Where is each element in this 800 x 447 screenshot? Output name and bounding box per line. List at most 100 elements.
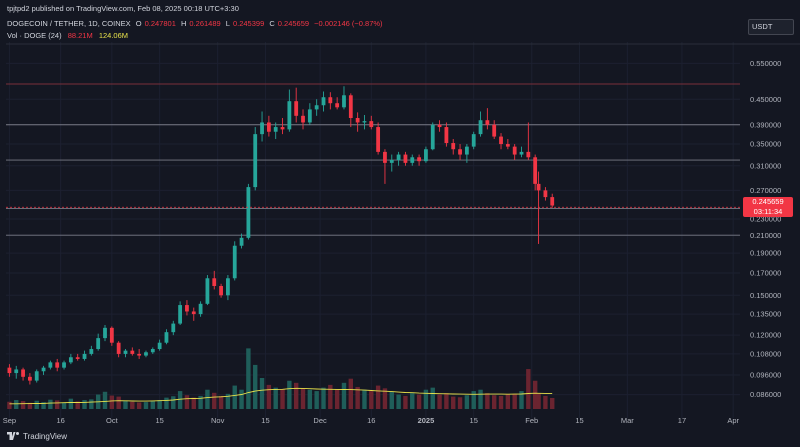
candle-body-27: [191, 311, 196, 315]
volume-bar-45: [314, 391, 319, 409]
candle-body-48: [335, 103, 340, 108]
candle-body-7: [55, 362, 60, 368]
volume-bar-35: [246, 348, 251, 409]
candle-12: [89, 345, 94, 356]
price-tick-15: 0.086000: [750, 390, 781, 399]
candle-68: [471, 131, 476, 150]
candle-34: [239, 233, 244, 249]
time-tick-13: 17: [678, 416, 686, 425]
candle-body-60: [417, 157, 421, 162]
candle-body-8: [62, 362, 66, 368]
volume-bar-74: [512, 393, 517, 409]
candle-38: [266, 115, 271, 137]
volume-bars: [7, 348, 555, 409]
price-axis[interactable]: 0.550000 0.450000 0.390000 0.350000 0.310000…: [750, 59, 781, 399]
volume-bar-76: [526, 369, 531, 409]
candle-63: [437, 120, 442, 132]
volume-indicator-name[interactable]: Vol · DOGE (24): [7, 31, 62, 40]
candle-body-1: [14, 369, 19, 374]
candle-33: [232, 241, 237, 281]
volume-bar-52: [362, 389, 367, 409]
volume-bar-4: [34, 400, 39, 409]
price-tick-3: 0.350000: [750, 140, 781, 149]
volume-bar-12: [89, 399, 94, 409]
candle-body-37: [260, 122, 264, 135]
candle-41: [287, 89, 292, 132]
candle-55: [383, 149, 387, 184]
volume-bar-19: [136, 402, 142, 409]
candle-body-25: [178, 305, 183, 324]
candle-body-21: [150, 349, 155, 353]
candle-body-10: [75, 357, 80, 359]
candle-body-41: [287, 101, 292, 130]
candle-body-0: [7, 367, 12, 374]
candle-body-13: [96, 338, 101, 350]
candle-67: [464, 144, 469, 163]
volume-bar-40: [280, 389, 285, 409]
candle-39: [273, 122, 278, 140]
volume-value: 88.21M: [67, 31, 93, 40]
candle-body-42: [294, 101, 299, 116]
volume-bar-70: [485, 393, 490, 409]
volume-bar-26: [184, 395, 190, 409]
candle-59: [410, 154, 415, 166]
volume-bar-53: [369, 391, 374, 409]
price-tick-10: 0.150000: [750, 291, 781, 300]
candle-body-49: [342, 95, 346, 108]
candle-50: [348, 93, 353, 128]
candle-69: [478, 111, 483, 137]
candle-body-77: [533, 157, 538, 184]
low-label: L: [225, 19, 230, 28]
candle-24: [171, 320, 176, 336]
time-tick-4: Nov: [211, 416, 225, 425]
time-axis[interactable]: Sep 16 Oct 15 Nov 15 Dec 16 2025 15 Feb 15 Mar 17 Apr: [3, 416, 740, 425]
candle-47: [328, 92, 333, 110]
price-tick-8: 0.190000: [750, 249, 781, 258]
price-tick-12: 0.120000: [750, 331, 781, 340]
volume-ma-line: [9, 387, 553, 405]
volume-bar-56: [389, 391, 394, 409]
volume-bar-1: [14, 400, 19, 409]
candle-body-68: [471, 134, 476, 147]
volume-bar-39: [273, 387, 278, 409]
volume-bar-63: [437, 394, 442, 409]
volume-bar-24: [171, 396, 176, 409]
time-tick-6: Dec: [313, 416, 327, 425]
candle-body-6: [48, 362, 53, 368]
candle-23: [164, 329, 169, 345]
bar-countdown: 03:11:34: [753, 207, 783, 216]
volume-bar-11: [82, 400, 87, 409]
open-label: O: [135, 19, 142, 28]
candle-body-16: [116, 342, 121, 354]
symbol-name[interactable]: DOGECOIN / TETHER, 1D, COINEX: [7, 19, 131, 28]
candle-37: [260, 111, 264, 142]
volume-bar-41: [287, 380, 292, 409]
candle-body-47: [328, 97, 333, 104]
candle-body-52: [362, 121, 367, 123]
volume-bar-33: [232, 385, 237, 409]
candle-30: [212, 270, 217, 290]
volume-bar-36: [253, 364, 258, 409]
candle-21: [150, 347, 155, 354]
volume-bar-43: [300, 388, 306, 409]
currency-button[interactable]: USDT: [748, 19, 794, 35]
time-tick-9: 15: [470, 416, 478, 425]
volume-bar-30: [212, 392, 217, 409]
volume-bar-80: [550, 397, 555, 409]
candle-74: [512, 144, 517, 161]
candle-body-63: [437, 124, 442, 128]
volume-bar-20: [143, 402, 149, 409]
candle-body-69: [478, 120, 483, 135]
candle-79: [543, 187, 548, 201]
candle-53: [369, 115, 374, 130]
candle-0: [7, 364, 12, 377]
volume-bar-23: [164, 397, 169, 409]
time-tick-2: Oct: [106, 416, 119, 425]
volume-bar-48: [334, 389, 340, 409]
tradingview-logo[interactable]: TradingView: [7, 432, 67, 441]
price-tick-14: 0.096000: [750, 371, 781, 380]
candle-body-73: [505, 144, 510, 147]
candle-body-24: [171, 323, 176, 333]
volume-bar-18: [130, 401, 135, 409]
